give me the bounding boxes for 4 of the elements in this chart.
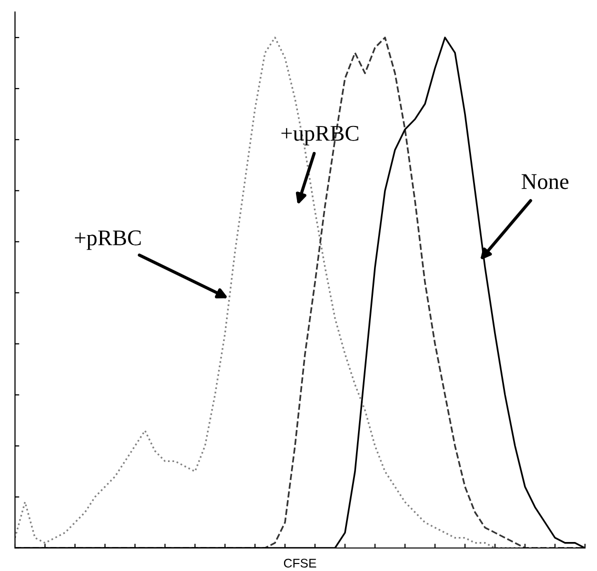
annotation: +pRBC [74, 230, 141, 250]
annotation: +upRBC [281, 126, 358, 146]
x-axis-title: CFSE [284, 558, 316, 568]
annotation: None [522, 174, 568, 190]
